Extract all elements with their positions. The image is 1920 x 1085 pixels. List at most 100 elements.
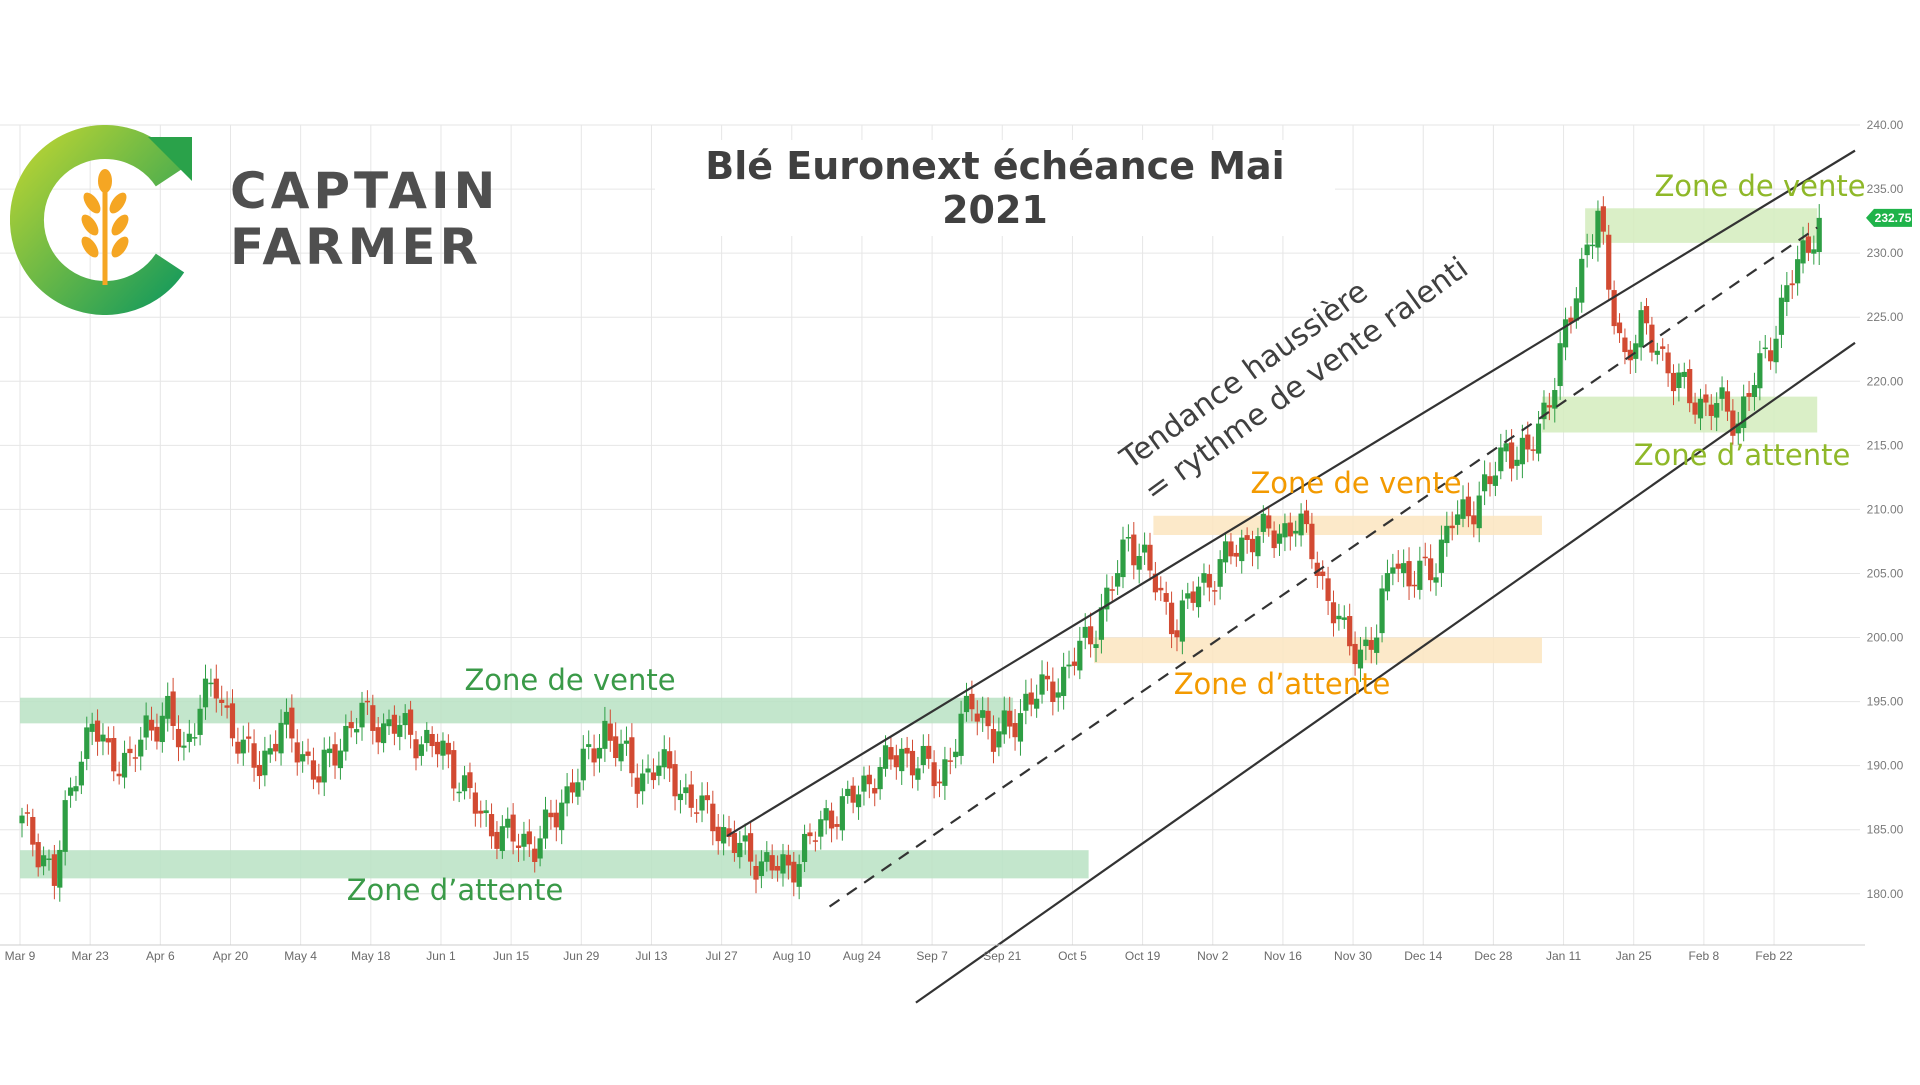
candle-body xyxy=(197,708,203,735)
candle-body xyxy=(310,760,317,780)
candle-body xyxy=(737,842,743,858)
candle-body xyxy=(953,751,959,758)
y-tick-label: 240.00 xyxy=(1867,118,1904,132)
candle-body xyxy=(1633,343,1639,359)
zones xyxy=(20,208,1818,879)
candle-body xyxy=(94,720,101,742)
candle-body xyxy=(1212,590,1218,592)
candle-body xyxy=(1314,562,1320,576)
y-tick-label: 195.00 xyxy=(1867,695,1904,709)
candle-body xyxy=(963,695,970,713)
candle-body xyxy=(1282,523,1288,538)
candle-body xyxy=(823,808,829,821)
candle-body xyxy=(499,826,505,852)
candle-body xyxy=(327,748,333,754)
candle-body xyxy=(278,722,284,754)
candle-body xyxy=(267,748,273,755)
candle-body xyxy=(1007,710,1013,727)
candle-body xyxy=(1444,525,1450,544)
candle-body xyxy=(148,719,155,731)
candle-body xyxy=(936,781,943,784)
candle-body xyxy=(1239,537,1245,562)
candle-body xyxy=(40,855,47,867)
zone-band xyxy=(1585,208,1818,243)
brand: CAPTAIN FARMER xyxy=(10,125,495,315)
y-tick-label: 210.00 xyxy=(1867,502,1904,516)
candle-body xyxy=(1131,534,1137,566)
x-tick-label: Jun 29 xyxy=(563,949,599,963)
candle-body xyxy=(1535,423,1542,454)
candle-body xyxy=(688,784,694,808)
candle-body xyxy=(1638,310,1644,348)
candle-body xyxy=(1643,306,1650,324)
candle-body xyxy=(1217,559,1223,587)
candle-body xyxy=(521,833,527,847)
candle-body xyxy=(893,755,899,768)
last-price-tag xyxy=(1866,208,1912,227)
candle-body xyxy=(1368,640,1374,650)
x-tick-label: Feb 8 xyxy=(1689,949,1720,963)
trend-line-upper xyxy=(726,149,1856,838)
trend-channel xyxy=(726,149,1856,1004)
candle-body xyxy=(1061,666,1067,697)
candle-body xyxy=(159,715,165,743)
candle-body xyxy=(537,838,543,859)
candle-body xyxy=(801,833,808,862)
candle-body xyxy=(1417,560,1423,590)
candle-body xyxy=(354,729,360,733)
zone-band xyxy=(1541,396,1818,433)
candle-body xyxy=(812,840,818,842)
candle-body xyxy=(289,707,295,739)
candle-body xyxy=(672,764,678,797)
candle-body xyxy=(440,740,446,756)
candle-body xyxy=(1066,664,1072,667)
candle-body xyxy=(35,842,41,868)
candle-body xyxy=(1109,589,1115,591)
candle-body xyxy=(1687,369,1693,404)
candle-body xyxy=(1795,259,1801,284)
candle-body xyxy=(224,705,230,708)
candle-body xyxy=(116,773,122,777)
candle-body xyxy=(494,831,500,849)
candle-body xyxy=(175,728,182,748)
candle-body xyxy=(418,744,424,756)
candle-body xyxy=(1482,474,1488,492)
candle-body xyxy=(1422,556,1428,559)
candle-body xyxy=(343,725,349,752)
candle-body xyxy=(1746,393,1752,397)
candle-body xyxy=(1190,591,1196,603)
candle-body xyxy=(262,750,268,776)
candle-body xyxy=(899,748,905,772)
candle-body xyxy=(273,743,279,752)
candle-body xyxy=(1330,602,1337,624)
candle-body xyxy=(1703,394,1709,403)
candle-body xyxy=(381,723,387,744)
x-tick-label: May 18 xyxy=(351,949,391,963)
candle-body xyxy=(413,739,419,759)
candle-body xyxy=(1730,410,1736,436)
candle-body xyxy=(1336,615,1342,620)
candle-body xyxy=(623,740,630,744)
candle-body xyxy=(1249,538,1256,553)
candle-body xyxy=(445,742,451,755)
trend-line-lower xyxy=(915,341,1856,1004)
candle-body xyxy=(1541,402,1547,420)
candle-body xyxy=(855,794,862,808)
x-tick-label: Jun 15 xyxy=(493,949,529,963)
candle-body xyxy=(710,803,716,832)
candle-body xyxy=(1525,434,1531,450)
chart-title: Blé Euronext échéance Mai 2021 xyxy=(655,140,1335,236)
candle-body xyxy=(1309,523,1315,560)
zone-band xyxy=(20,850,1089,879)
grid xyxy=(0,124,1860,945)
candle-body xyxy=(542,809,549,839)
candle-body xyxy=(1352,643,1358,665)
candle-body xyxy=(251,743,257,768)
candle-body xyxy=(138,739,144,757)
candle-body xyxy=(920,745,926,766)
candle-body xyxy=(1800,240,1806,264)
candle-body xyxy=(947,760,953,762)
candle-body xyxy=(24,812,30,814)
candle-body xyxy=(1724,391,1731,412)
candle-body xyxy=(526,831,532,845)
